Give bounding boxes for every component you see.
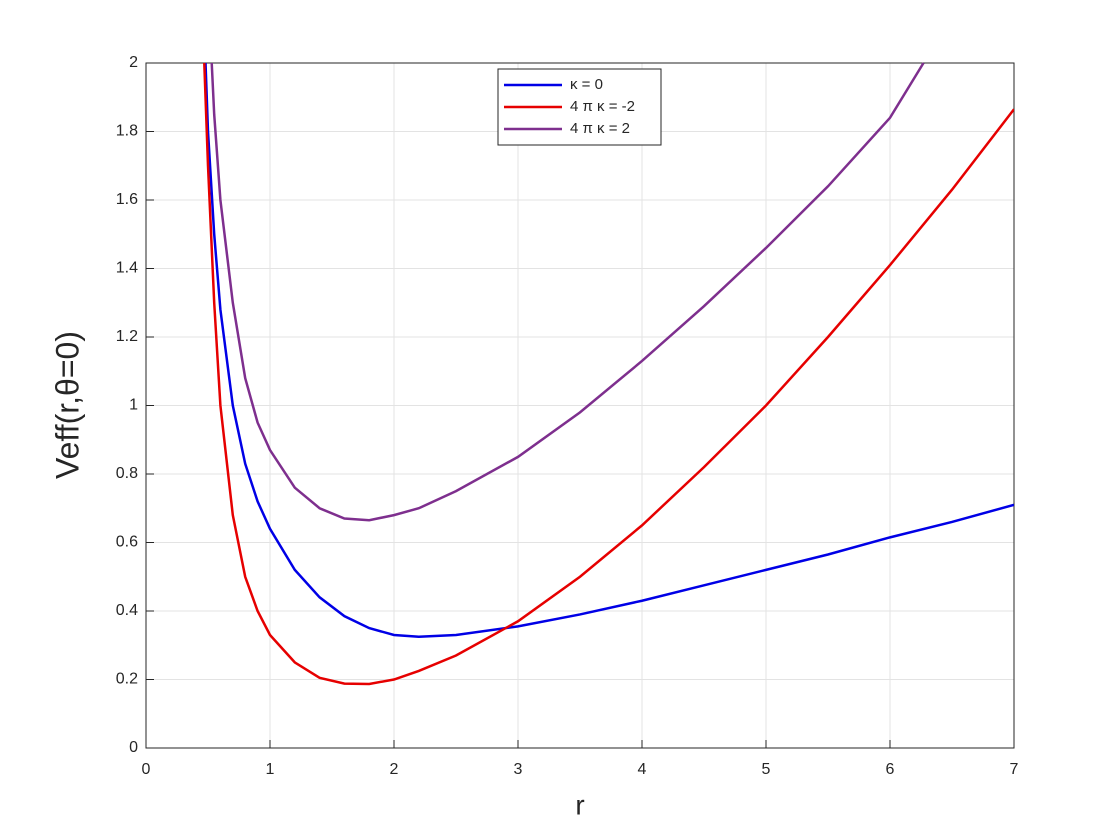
y-tick-label: 1.6 (116, 191, 138, 208)
x-tick-label: 2 (390, 761, 399, 778)
legend-label: 4 π κ = -2 (570, 98, 635, 115)
y-axis-label: Veff(r,θ=0) (49, 331, 85, 479)
y-tick-label: 1 (129, 397, 138, 414)
y-tick-label: 1.4 (116, 260, 138, 277)
plot-frame (145, 62, 1015, 749)
x-tick-label: 6 (886, 761, 895, 778)
x-tick-label: 4 (638, 761, 647, 778)
x-tick-label: 3 (514, 761, 523, 778)
y-tick-label: 0.4 (116, 602, 138, 619)
x-axis-label: r (575, 789, 584, 820)
legend-label: κ = 0 (570, 76, 603, 93)
legend-label: 4 π κ = 2 (570, 120, 630, 137)
y-tick-label: 2 (129, 54, 138, 71)
y-tick-label: 1.8 (116, 123, 138, 140)
series-line (204, 62, 1014, 638)
x-tick-label: 0 (142, 761, 151, 778)
y-tick-label: 0.2 (116, 671, 138, 688)
x-tick-label: 7 (1010, 761, 1019, 778)
y-tick-label: 0.8 (116, 465, 138, 482)
x-tick-label: 5 (762, 761, 771, 778)
x-tick-label: 1 (266, 761, 275, 778)
y-tick-label: 0.6 (116, 534, 138, 551)
y-tick-label: 0 (129, 739, 138, 756)
series-line (210, 62, 925, 522)
y-tick-label: 1.2 (116, 328, 138, 345)
series-line (203, 62, 1014, 686)
